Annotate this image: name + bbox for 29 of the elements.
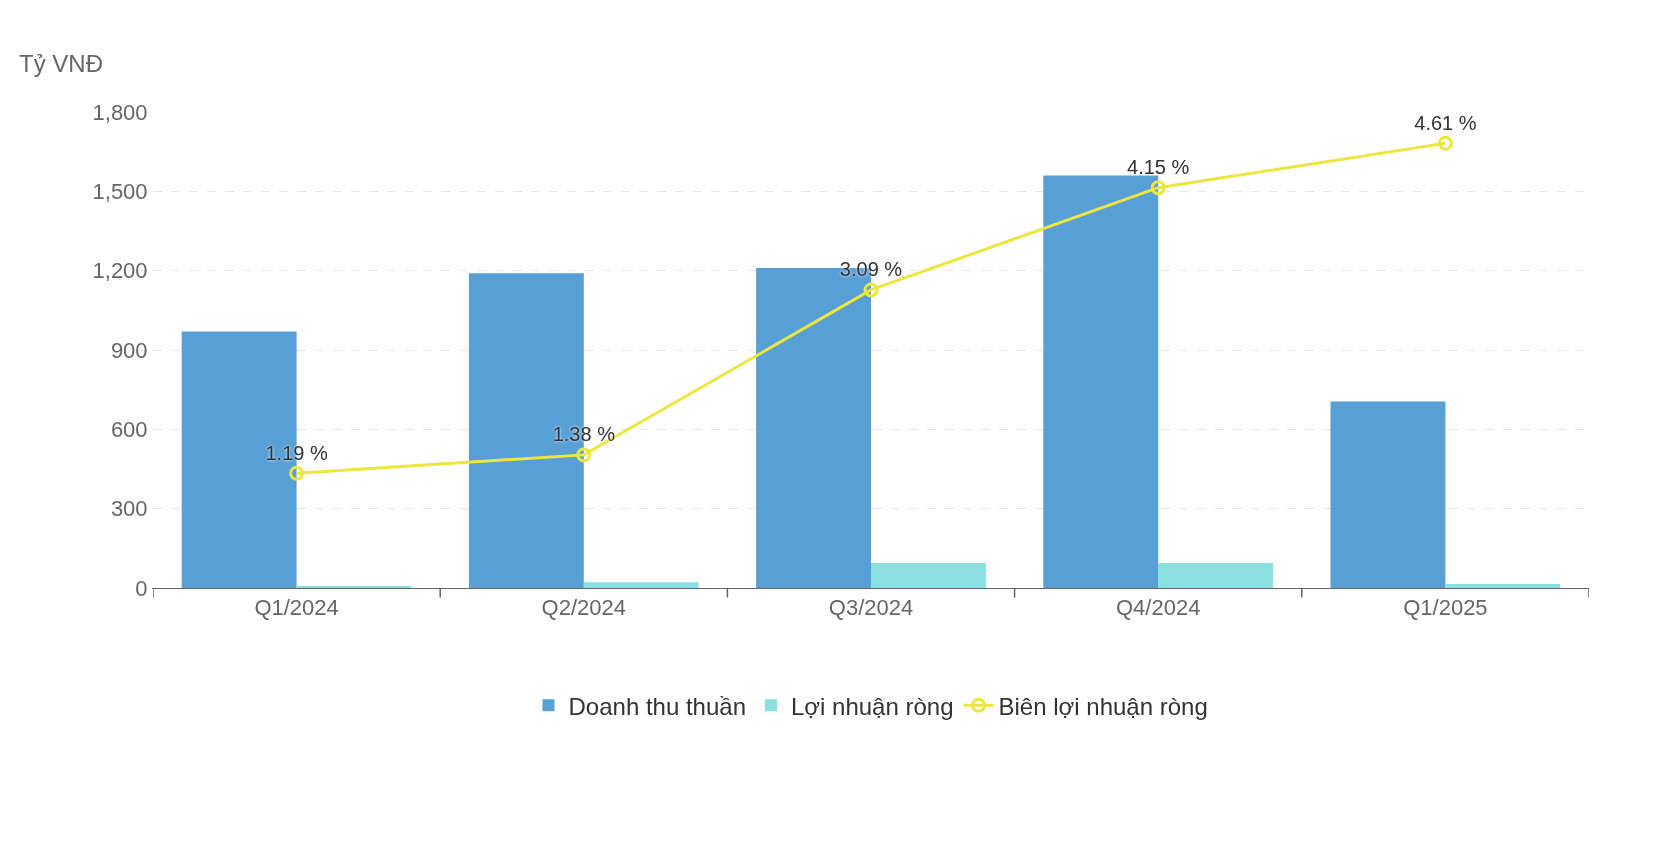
bar [1330,401,1446,588]
bar [1445,584,1561,588]
point [1437,135,1453,151]
y-tick-label: 300 [110,496,148,522]
bar [1158,562,1274,588]
legend-label: Biên lợi nhuận ròng [998,692,1208,720]
y-tick-label: 1,800 [92,99,148,125]
bar [583,582,699,588]
x-tick-label: Q3/2024 [828,595,914,621]
legend-label: Lợi nhuận ròng [790,692,954,720]
bar [871,562,986,588]
data-label: 4.61 % [1414,111,1477,134]
legend-label: Doanh thu thuần [568,692,746,720]
point [1150,180,1166,196]
data-label: 4.15 % [1127,156,1190,179]
x-tick-label: Q1/2025 [1403,595,1488,621]
x-tick-label: Q4/2024 [1116,595,1201,621]
y-tick-label: 900 [110,337,148,363]
bar [1043,175,1159,588]
y-tick-label: 600 [110,417,148,443]
point [576,447,592,463]
y-tick-label: 1,200 [92,258,148,284]
x-tick-label: Q2/2024 [541,595,626,621]
y-axis-title: Tỷ VNĐ [19,50,103,77]
x-tick-label: Q1/2024 [254,595,339,621]
point [289,465,305,481]
y-tick-label: 1,500 [92,179,148,205]
point [863,282,879,298]
y-tick-label: 0 [135,575,148,601]
